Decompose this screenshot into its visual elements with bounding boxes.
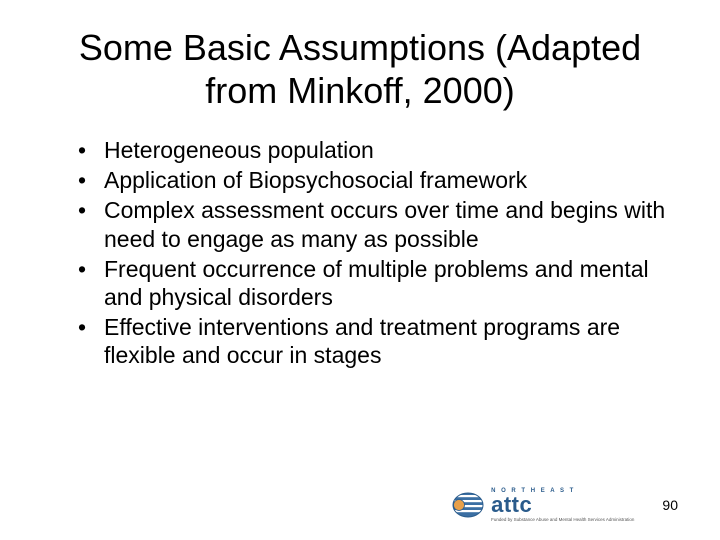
list-item: Heterogeneous population xyxy=(78,136,670,164)
logo-main-label: attc xyxy=(491,494,634,516)
list-item: Complex assessment occurs over time and … xyxy=(78,196,670,252)
logo-sub-label: Funded by Substance Abuse and Mental Hea… xyxy=(491,518,634,523)
slide: Some Basic Assumptions (Adapted from Min… xyxy=(0,0,720,540)
list-item: Effective interventions and treatment pr… xyxy=(78,313,670,369)
bullet-list: Heterogeneous population Application of … xyxy=(50,136,670,368)
logo: N O R T H E A S T attc Funded by Substan… xyxy=(451,488,634,523)
page-number: 90 xyxy=(662,497,678,513)
slide-footer: N O R T H E A S T attc Funded by Substan… xyxy=(451,488,678,523)
list-item: Application of Biopsychosocial framework xyxy=(78,166,670,194)
slide-title: Some Basic Assumptions (Adapted from Min… xyxy=(50,26,670,112)
logo-mark-icon xyxy=(451,491,485,519)
list-item: Frequent occurrence of multiple problems… xyxy=(78,255,670,311)
logo-text: N O R T H E A S T attc Funded by Substan… xyxy=(491,488,634,523)
